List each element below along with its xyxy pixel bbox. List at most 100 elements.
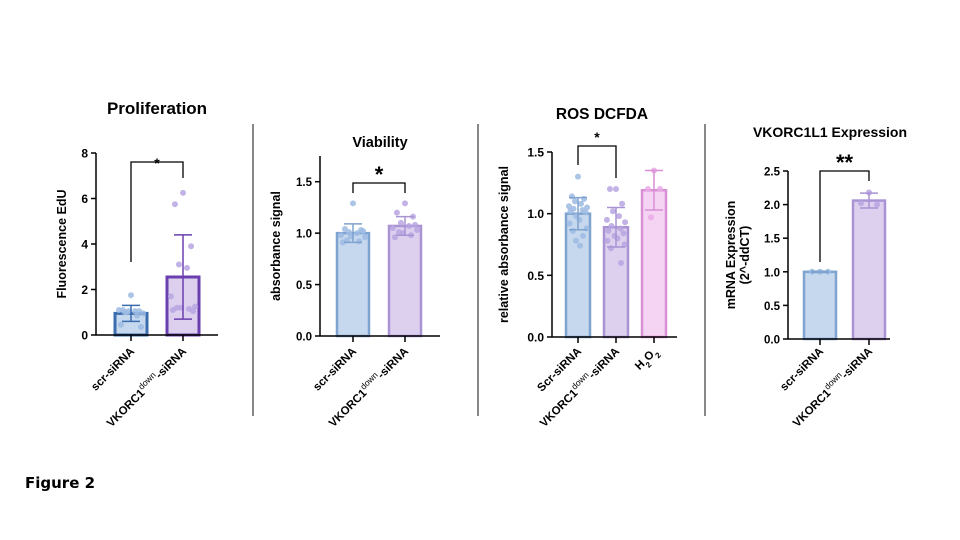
data-point: [414, 227, 421, 234]
data-point: [362, 234, 369, 241]
data-point: [857, 200, 864, 207]
data-point: [620, 230, 627, 237]
data-point: [621, 241, 628, 248]
data-point: [356, 238, 363, 245]
significance-label: *: [154, 155, 160, 171]
data-point: [192, 303, 199, 310]
data-point: [339, 239, 346, 246]
chart-title: ROS DCFDA: [556, 106, 648, 123]
data-point: [138, 324, 145, 331]
y-tick-label: 1.5: [764, 234, 781, 246]
y-tick-label: 1.0: [764, 267, 780, 279]
data-point: [582, 209, 589, 216]
data-point: [565, 203, 572, 210]
x-tick-label: VKORC1down-siRNA: [102, 343, 189, 430]
bar-0: [802, 270, 838, 341]
data-point: [657, 186, 664, 192]
bar-1: [387, 224, 423, 338]
data-point: [188, 243, 195, 250]
data-point: [360, 228, 367, 235]
y-tick-label: 1.5: [527, 146, 544, 160]
data-point: [604, 237, 611, 244]
data-point: [175, 261, 182, 268]
y-tick-label: 2.0: [764, 200, 780, 212]
y-tick-label: 6: [81, 192, 88, 206]
data-point: [132, 308, 139, 315]
y-tick-label: 0.5: [764, 301, 781, 313]
chart-panel-2: Viability absorbance signal 0.0 0.5 1.0 1.5 sc…: [269, 135, 440, 430]
data-point: [603, 216, 610, 223]
data-point: [575, 173, 581, 180]
data-point: [647, 214, 654, 221]
data-point: [584, 204, 591, 211]
data-point: [572, 237, 579, 244]
data-point: [406, 222, 413, 229]
data-point: [350, 200, 356, 207]
y-axis-label: mRNA Expression: [724, 201, 738, 310]
significance-bracket: [352, 182, 406, 193]
significance-label: **: [836, 150, 854, 175]
data-point: [393, 209, 400, 216]
x-tick-label: scr-siRNA: [778, 346, 826, 394]
y-axis-label-units: (2^-ddCT): [738, 226, 752, 285]
data-point: [397, 219, 404, 226]
chart-panel-1: Proliferation Fluorescence EdU 0 2 4 6 8 scr-si…: [55, 99, 218, 430]
data-point: [606, 186, 613, 192]
data-point: [578, 200, 585, 207]
data-point: [609, 208, 616, 215]
data-point: [567, 208, 574, 215]
x-tick-label: scr-siRNA: [311, 346, 359, 394]
chart-title: Proliferation: [107, 99, 207, 118]
data-point: [115, 306, 122, 313]
y-axis-label: Fluorescence EdU: [55, 189, 69, 298]
y-axis-label: absorbance signal: [269, 191, 283, 301]
data-point: [616, 213, 623, 220]
y-tick-label: 4: [81, 238, 88, 252]
y-tick-label: 2.5: [764, 167, 781, 179]
data-point: [874, 201, 881, 208]
y-tick-label: 0.5: [527, 269, 544, 283]
data-point: [134, 312, 141, 319]
y-tick-label: 1.5: [296, 177, 313, 189]
y-tick-label: 0.0: [527, 331, 544, 345]
figure-label: Figure 2: [25, 474, 96, 492]
data-point: [569, 227, 576, 234]
chart-panel-3: ROS DCFDA relative absorbance signal 0.0 0.…: [497, 106, 677, 430]
y-tick-label: 8: [81, 147, 88, 161]
chart-title: VKORC1L1 Expression: [753, 124, 907, 140]
data-point: [171, 201, 178, 208]
data-point: [607, 245, 614, 252]
bar-0: [564, 212, 592, 339]
chart-title: Viability: [352, 135, 407, 151]
data-point: [580, 232, 587, 239]
bar-0: [335, 231, 371, 338]
significance-label: *: [375, 162, 384, 187]
x-tick-label: H2O2: [633, 345, 663, 375]
data-point: [577, 242, 584, 249]
data-point: [169, 306, 176, 313]
data-point: [605, 227, 612, 234]
data-point: [412, 221, 419, 228]
data-point: [583, 225, 590, 232]
y-tick-label: 2: [81, 283, 88, 297]
significance-bracket: [577, 145, 617, 178]
significance-label: *: [594, 129, 600, 145]
bar-1: [851, 199, 887, 341]
y-tick-label: 1.0: [527, 207, 544, 221]
chart-panel-4: VKORC1L1 Expression mRNA Expression (2^-dd…: [724, 124, 907, 430]
y-tick-label: 0.5: [296, 280, 313, 292]
y-tick-label: 0.0: [296, 332, 312, 344]
x-tick-label: scr-siRNA: [89, 346, 137, 394]
y-tick-label: 0: [81, 329, 88, 343]
data-point: [354, 230, 361, 237]
data-point: [128, 292, 134, 299]
data-point: [180, 189, 186, 196]
data-point: [117, 321, 124, 328]
bar-2: [640, 188, 668, 339]
data-point: [566, 220, 573, 227]
data-point: [402, 200, 408, 207]
data-point: [613, 186, 619, 192]
x-tick-label: VKORC1down-siRNA: [324, 343, 411, 430]
data-point: [644, 186, 651, 192]
